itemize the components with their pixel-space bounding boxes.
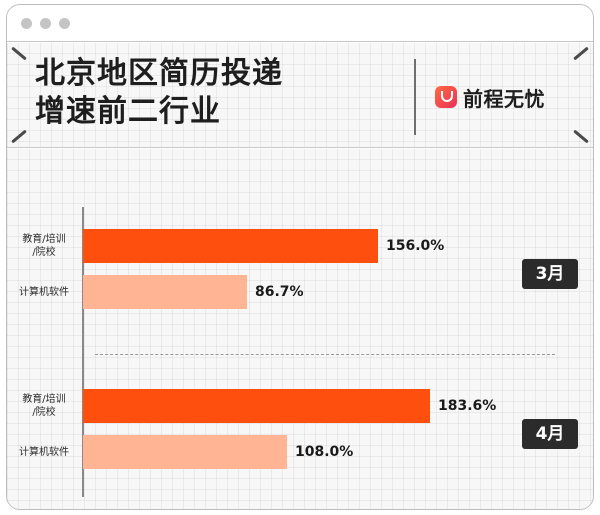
window-titlebar <box>7 5 593 42</box>
bar-education-4m <box>83 389 430 423</box>
category-label: 计算机软件 <box>19 286 69 298</box>
bar-software-4m <box>83 435 287 469</box>
page-title: 北京地区简历投递 增速前二行业 <box>35 55 283 131</box>
brand-logo-icon <box>435 86 457 108</box>
title-line-2: 增速前二行业 <box>35 94 221 129</box>
corner-mark-icon <box>573 46 589 61</box>
header-divider <box>414 59 416 135</box>
window-dot-1-icon <box>21 18 32 29</box>
data-label: 183.6% <box>438 398 497 414</box>
brand-logo-text: 前程无忧 <box>463 86 545 111</box>
category-label: 教育/培训/院校 <box>22 394 66 418</box>
category-label: 计算机软件 <box>19 446 69 458</box>
category-label: 教育/培训/院校 <box>22 234 66 258</box>
infographic-card: 北京地区简历投递 增速前二行业 前程无忧 156.0% 教育/培训/院校 86.7%… <box>6 4 594 510</box>
window-dot-2-icon <box>40 18 51 29</box>
header-panel: 北京地区简历投递 增速前二行业 前程无忧 <box>7 43 593 148</box>
group-separator-line <box>95 354 555 355</box>
corner-mark-icon <box>11 129 27 144</box>
window-dot-3-icon <box>59 18 70 29</box>
bar-education-3m <box>83 229 378 263</box>
month-badge: 4月 <box>522 419 578 449</box>
title-line-1: 北京地区简历投递 <box>35 56 283 91</box>
data-label: 86.7% <box>255 284 304 300</box>
data-label: 108.0% <box>295 444 354 460</box>
bar-software-3m <box>83 275 247 309</box>
corner-mark-icon <box>11 46 27 61</box>
brand-logo: 前程无忧 <box>435 81 545 113</box>
chart-axis-line <box>82 207 84 497</box>
bar-chart: 156.0% 教育/培训/院校 86.7% 计算机软件 3月 183.6% 教育/培训/院校… <box>7 149 593 509</box>
data-label: 156.0% <box>386 238 445 254</box>
corner-mark-icon <box>573 129 589 144</box>
month-badge: 3月 <box>522 259 578 289</box>
